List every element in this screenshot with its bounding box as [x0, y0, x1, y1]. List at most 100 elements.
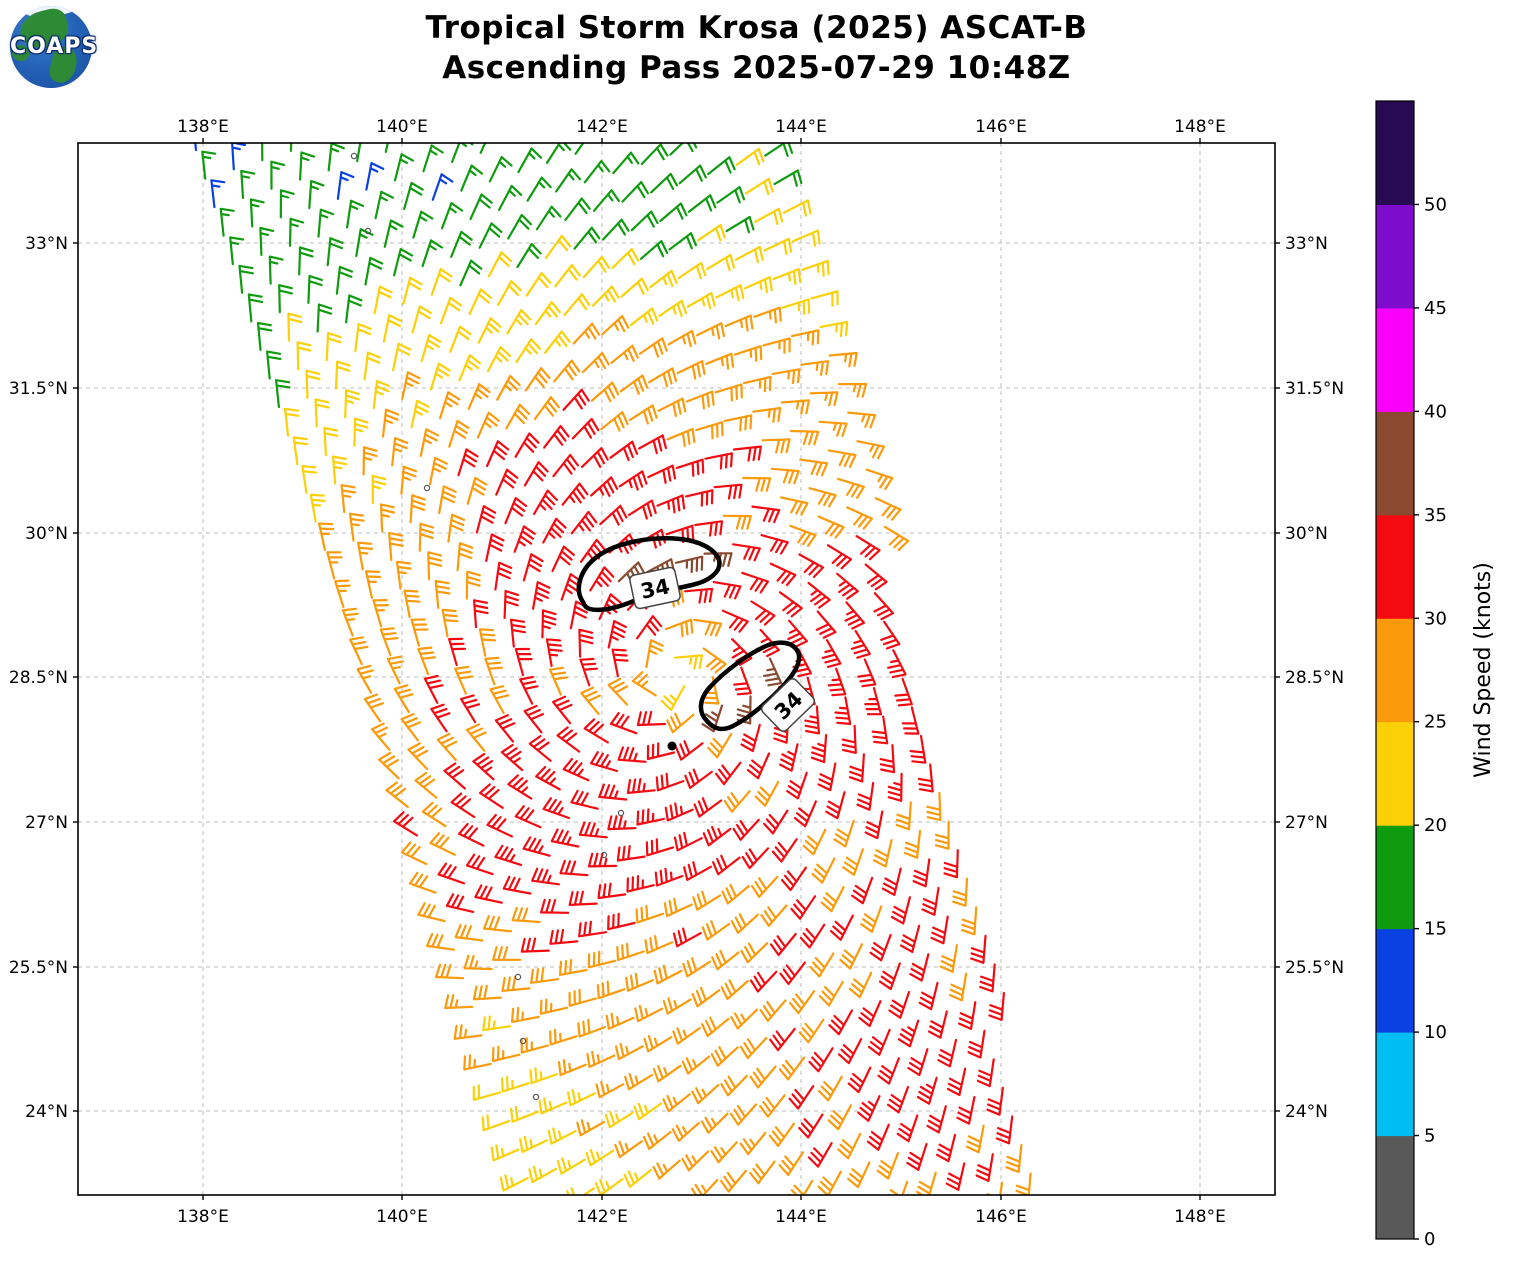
lat-tick-label: 30°N [1285, 524, 1328, 544]
wind-barb [431, 173, 454, 201]
wind-barb [326, 551, 343, 580]
wind-barb [494, 844, 523, 866]
wind-barb [921, 886, 940, 916]
wind-barb [730, 913, 759, 934]
wind-barb [703, 552, 733, 567]
wind-barb [557, 1059, 587, 1077]
wind-barb [647, 464, 677, 484]
wind-barb [472, 1084, 501, 1101]
wind-barb [627, 499, 657, 520]
wind-barb [695, 421, 724, 440]
wind-barb [696, 322, 725, 340]
wind-barb [916, 1171, 937, 1195]
wind-barb [856, 781, 875, 811]
wind-barb [626, 778, 656, 794]
wind-barb [501, 976, 531, 992]
wind-barb [686, 292, 716, 310]
wind-barb [635, 905, 665, 924]
wind-barb [335, 265, 354, 295]
wind-barb [583, 159, 611, 184]
wind-barb [788, 1085, 815, 1110]
island-marker [532, 1093, 540, 1101]
lon-tick-label: 138°E [177, 117, 229, 137]
wind-barb [408, 871, 437, 894]
wind-barb [916, 1076, 938, 1105]
wind-barb [961, 906, 978, 936]
wind-barb [522, 836, 551, 857]
wind-barb [652, 1159, 681, 1180]
wind-barb [744, 177, 774, 196]
wind-barb [754, 207, 784, 226]
colorbar-tick-label: 30 [1424, 608, 1447, 629]
wind-barb [411, 305, 433, 334]
title-line-1: Tropical Storm Krosa (2025) ASCAT-B [425, 10, 1088, 46]
wind-barb [818, 980, 844, 1007]
wind-barb [449, 325, 472, 353]
wind-barb [761, 438, 791, 454]
wind-barb [410, 399, 430, 429]
lat-tick-label: 25.5°N [1285, 958, 1344, 978]
wind-barb [453, 1024, 483, 1040]
wind-barb [401, 371, 421, 400]
wind-barb [751, 875, 779, 898]
wind-barb [520, 1037, 549, 1054]
wind-barb [934, 820, 950, 850]
wind-barb [393, 153, 415, 182]
wind-barb-layer [194, 143, 1032, 1195]
colorbar-tick-label: 5 [1424, 1126, 1435, 1147]
wind-barb [580, 447, 609, 468]
wind-barb [887, 649, 907, 679]
wind-barb [836, 572, 859, 600]
title-line-2: Ascending Pass 2025-07-29 10:48Z [442, 50, 1071, 86]
wind-barb [664, 618, 694, 638]
colorbar-segment [1376, 825, 1414, 930]
wind-barb [450, 230, 473, 258]
wind-barb [943, 849, 959, 879]
colorbar-title: Wind Speed (knots) [1471, 562, 1496, 778]
wind-barb [759, 999, 787, 1022]
wind-barb [591, 285, 620, 307]
wind-barb [829, 914, 854, 941]
wind-barb [791, 229, 821, 247]
wind-barb [448, 637, 467, 667]
wind-barb [825, 791, 846, 820]
wind-barb [648, 367, 678, 388]
wind-barb [792, 648, 812, 678]
wind-barb [760, 904, 788, 927]
wind-barb [505, 403, 531, 430]
wind-barb [976, 1058, 995, 1088]
wind-barb [572, 322, 601, 345]
wind-barb [441, 608, 459, 638]
wind-barb [937, 1038, 958, 1068]
wind-barb [826, 544, 853, 570]
wind-barb [316, 303, 333, 333]
wind-barb [926, 1105, 947, 1134]
wind-barb [779, 961, 806, 986]
wind-barb [299, 151, 315, 181]
wind-barb [467, 383, 491, 410]
wind-barb [323, 426, 339, 456]
wind-barb [548, 666, 569, 696]
colorbar-segment [1376, 1032, 1414, 1137]
wind-barb [837, 382, 868, 398]
wind-barb [349, 636, 369, 666]
wind-barb [817, 1170, 842, 1195]
wind-barb [534, 301, 561, 326]
wind-barb [901, 706, 920, 735]
wind-barb [607, 677, 629, 706]
wind-barb [609, 712, 638, 735]
logo-text: COAPS [10, 34, 99, 59]
wind-barb [379, 627, 399, 656]
wind-barb [364, 570, 382, 599]
wind-barb [786, 771, 808, 800]
wind-barb [465, 570, 481, 600]
wind-barb [720, 979, 749, 1000]
wind-barb [750, 600, 776, 626]
wind-barb [818, 420, 848, 438]
wind-barb [789, 990, 816, 1015]
wind-barb [370, 722, 391, 751]
wind-barb [665, 524, 695, 544]
wind-barb [553, 359, 581, 383]
wind-barb [662, 1093, 691, 1113]
wind-barb [317, 208, 335, 238]
